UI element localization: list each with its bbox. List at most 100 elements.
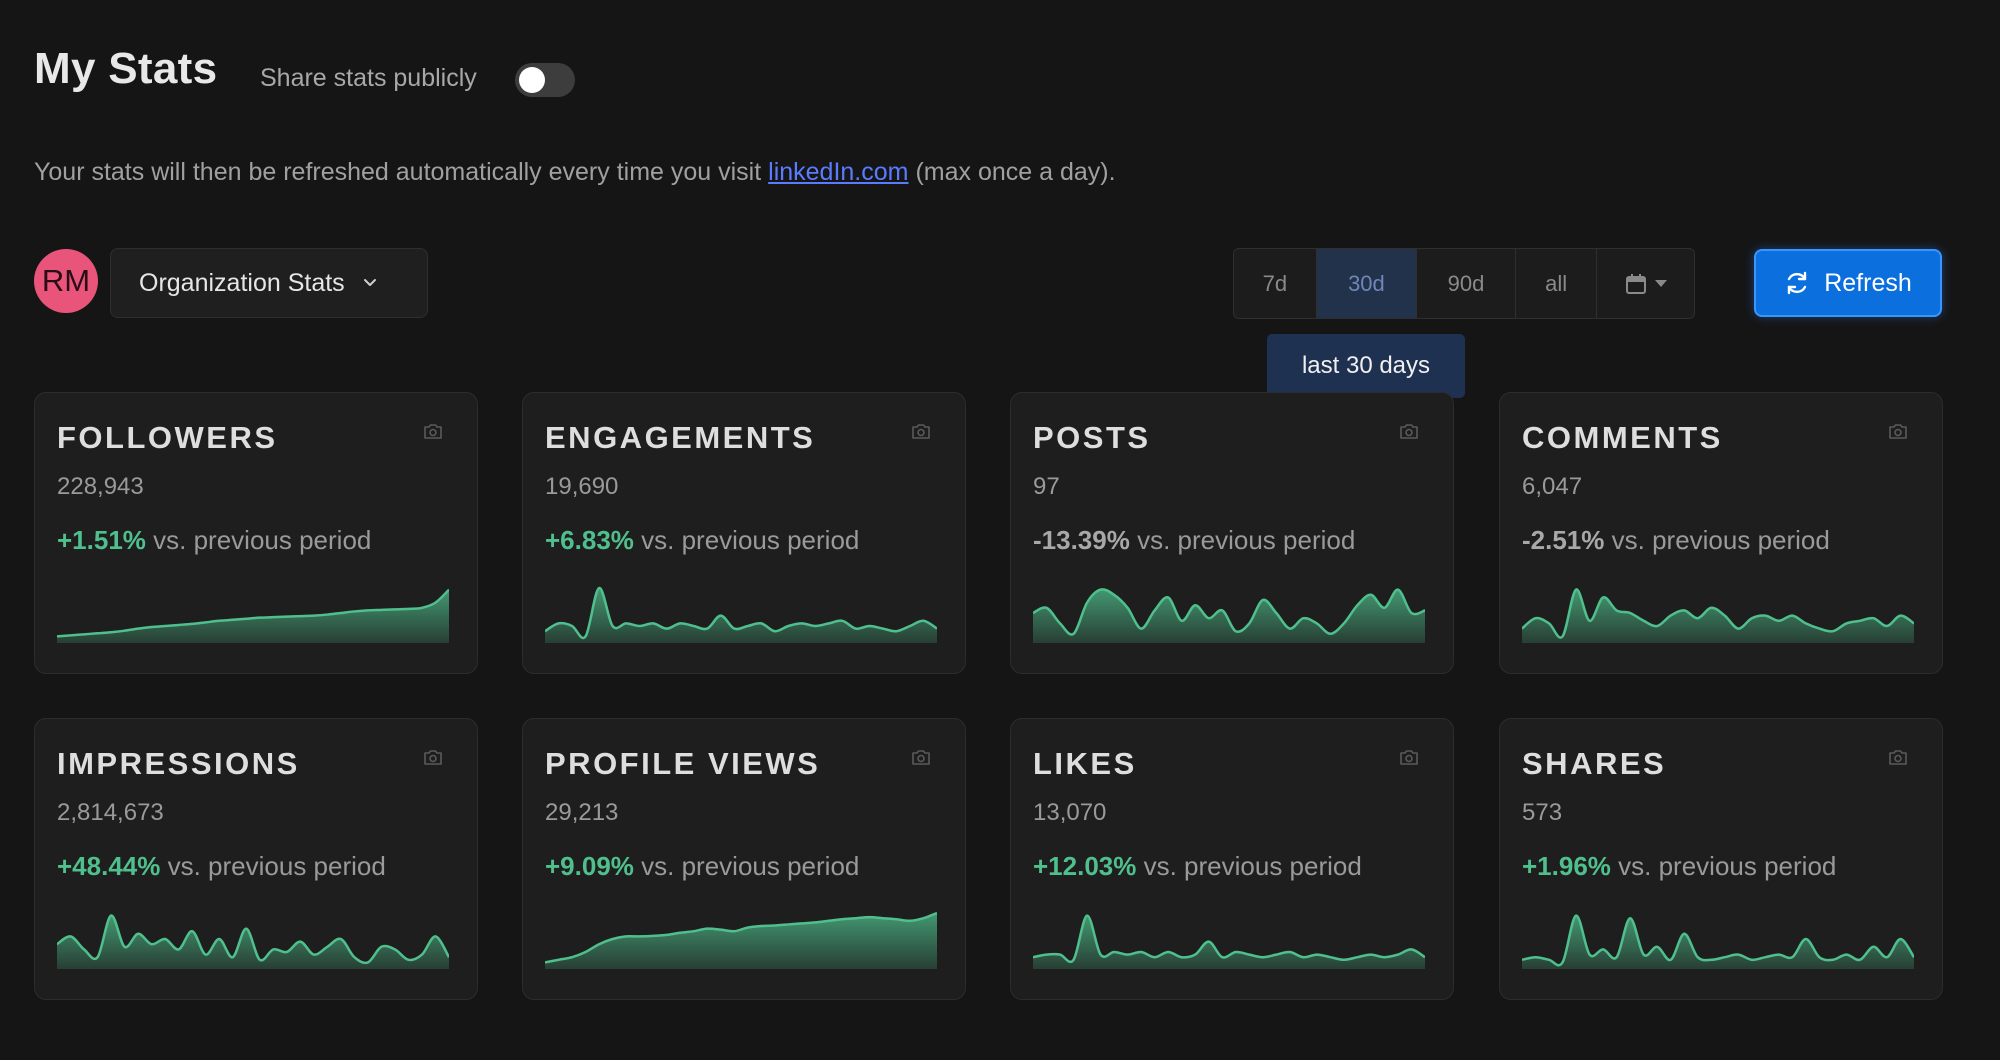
linkedin-link[interactable]: linkedIn.com: [768, 158, 909, 186]
refresh-info-text: Your stats will then be refreshed automa…: [34, 158, 1116, 187]
change-suffix: vs. previous period: [1143, 851, 1362, 881]
sparkline-line: [545, 586, 937, 640]
stat-card-followers: FOLLOWERS 228,943 +1.51% vs. previous pe…: [34, 392, 478, 674]
chevron-down-icon: [363, 278, 377, 288]
caret-down-icon: [1654, 279, 1667, 288]
card-change: +6.83% vs. previous period: [545, 525, 859, 556]
sparkline-line: [1033, 588, 1425, 636]
stat-card-posts: POSTS 97 -13.39% vs. previous period: [1010, 392, 1454, 674]
card-change: +1.51% vs. previous period: [57, 525, 371, 556]
custom-date-button[interactable]: [1597, 249, 1694, 318]
card-title: FOLLOWERS: [57, 420, 278, 455]
sparkline-chart: [57, 588, 449, 643]
card-value: 228,943: [57, 473, 144, 500]
card-title: PROFILE VIEWS: [545, 746, 821, 781]
range-7d-button[interactable]: 7d: [1234, 249, 1317, 318]
change-suffix: vs. previous period: [1618, 851, 1837, 881]
sparkline-line: [57, 588, 449, 638]
card-value: 573: [1522, 799, 1563, 826]
change-suffix: vs. previous period: [167, 851, 386, 881]
sparkline-area: [1033, 915, 1425, 969]
sparkline-chart: [545, 586, 937, 643]
share-publicly-toggle[interactable]: [515, 63, 575, 97]
sparkline-area: [545, 587, 937, 643]
change-suffix: vs. previous period: [641, 851, 860, 881]
stat-card-impressions: IMPRESSIONS 2,814,673 +48.44% vs. previo…: [34, 718, 478, 1000]
card-title: COMMENTS: [1522, 420, 1723, 455]
card-change: +48.44% vs. previous period: [57, 851, 386, 882]
sparkline-area: [1522, 589, 1914, 643]
stat-card-engagements: ENGAGEMENTS 19,690 +6.83% vs. previous p…: [522, 392, 966, 674]
sparkline-area: [1522, 915, 1914, 969]
range-tooltip: last 30 days: [1267, 334, 1465, 398]
camera-icon[interactable]: [1399, 423, 1419, 445]
avatar[interactable]: RM: [34, 249, 98, 313]
toggle-knob: [519, 67, 545, 93]
card-title: IMPRESSIONS: [57, 746, 300, 781]
range-all-button[interactable]: all: [1516, 249, 1598, 318]
sparkline-area: [1033, 589, 1425, 643]
sparkline-line: [1522, 914, 1914, 967]
camera-icon[interactable]: [423, 749, 443, 771]
camera-icon[interactable]: [1399, 749, 1419, 771]
org-select-label: Organization Stats: [139, 268, 345, 297]
change-percent: +1.96%: [1522, 851, 1611, 881]
date-range-selector: 7d 30d 90d all: [1233, 248, 1695, 319]
change-percent: +9.09%: [545, 851, 634, 881]
card-title: LIKES: [1033, 746, 1137, 781]
sparkline-chart: [1033, 588, 1425, 643]
change-percent: -2.51%: [1522, 525, 1605, 555]
change-percent: -13.39%: [1033, 525, 1130, 555]
sparkline-line: [57, 914, 449, 965]
page-title: My Stats: [34, 44, 218, 93]
card-value: 13,070: [1033, 799, 1107, 826]
refresh-icon: [1784, 270, 1810, 296]
stat-card-likes: LIKES 13,070 +12.03% vs. previous period: [1010, 718, 1454, 1000]
card-change: -13.39% vs. previous period: [1033, 525, 1355, 556]
camera-icon[interactable]: [911, 749, 931, 771]
calendar-icon: [1625, 273, 1647, 295]
change-percent: +6.83%: [545, 525, 634, 555]
camera-icon[interactable]: [1888, 749, 1908, 771]
info-suffix: (max once a day).: [908, 158, 1116, 186]
card-value: 19,690: [545, 473, 619, 500]
card-change: +12.03% vs. previous period: [1033, 851, 1362, 882]
change-percent: +12.03%: [1033, 851, 1137, 881]
info-prefix: Your stats will then be refreshed automa…: [34, 158, 769, 186]
change-percent: +48.44%: [57, 851, 161, 881]
organization-stats-dropdown[interactable]: Organization Stats: [110, 248, 428, 318]
share-publicly-label: Share stats publicly: [260, 64, 477, 92]
card-value: 97: [1033, 473, 1060, 500]
card-value: 29,213: [545, 799, 619, 826]
sparkline-chart: [57, 914, 449, 969]
range-90d-button[interactable]: 90d: [1417, 249, 1516, 318]
card-value: 2,814,673: [57, 799, 164, 826]
stat-card-profile-views: PROFILE VIEWS 29,213 +9.09% vs. previous…: [522, 718, 966, 1000]
sparkline-chart: [1522, 588, 1914, 643]
stat-card-shares: SHARES 573 +1.96% vs. previous period: [1499, 718, 1943, 1000]
card-title: POSTS: [1033, 420, 1151, 455]
refresh-label: Refresh: [1824, 268, 1912, 297]
camera-icon[interactable]: [1888, 423, 1908, 445]
sparkline-chart: [1033, 914, 1425, 969]
camera-icon[interactable]: [423, 423, 443, 445]
sparkline-area: [57, 589, 449, 643]
sparkline-line: [1033, 914, 1425, 964]
sparkline-area: [545, 913, 937, 969]
refresh-button[interactable]: Refresh: [1754, 249, 1942, 317]
card-title: ENGAGEMENTS: [545, 420, 816, 455]
sparkline-chart: [1522, 914, 1914, 969]
sparkline-line: [545, 911, 937, 964]
sparkline-line: [1522, 588, 1914, 639]
range-30d-button[interactable]: 30d: [1316, 249, 1418, 318]
card-change: -2.51% vs. previous period: [1522, 525, 1830, 556]
change-suffix: vs. previous period: [1611, 525, 1830, 555]
sparkline-chart: [545, 911, 937, 969]
stat-card-comments: COMMENTS 6,047 -2.51% vs. previous perio…: [1499, 392, 1943, 674]
camera-icon[interactable]: [911, 423, 931, 445]
sparkline-area: [57, 915, 449, 969]
card-change: +1.96% vs. previous period: [1522, 851, 1836, 882]
card-title: SHARES: [1522, 746, 1667, 781]
card-change: +9.09% vs. previous period: [545, 851, 859, 882]
